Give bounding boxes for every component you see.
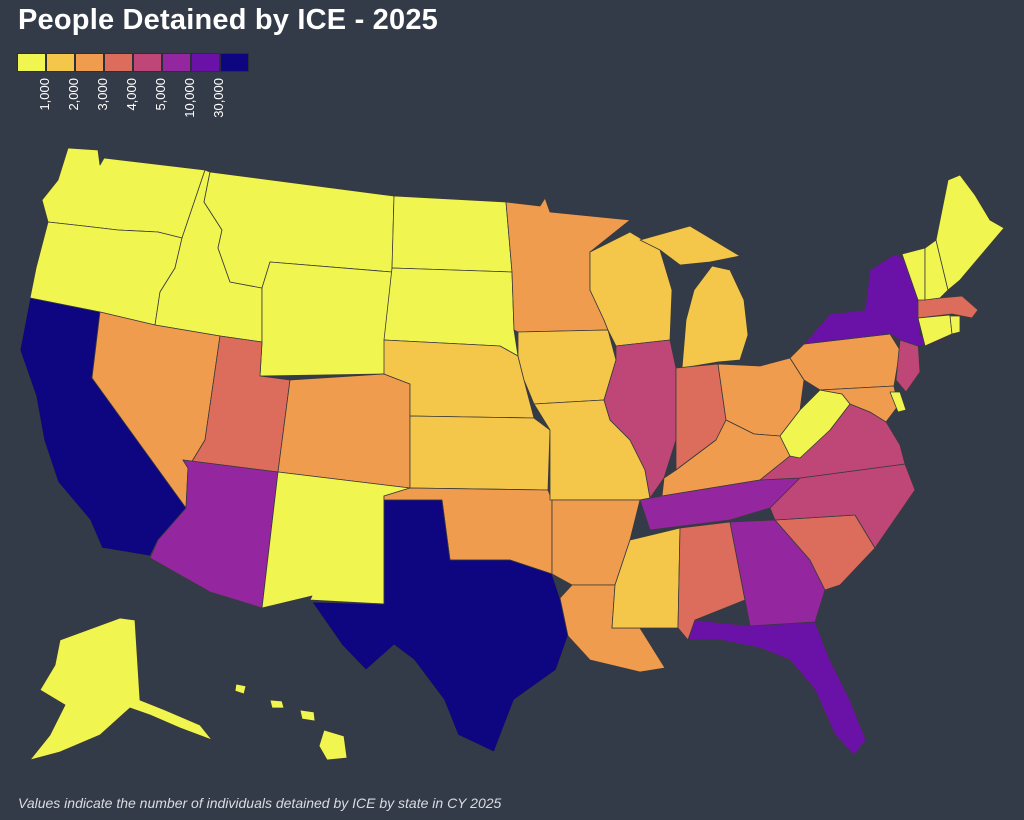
map-title: People Detained by ICE - 2025 xyxy=(18,4,438,36)
legend-swatch xyxy=(104,53,133,72)
legend-color-bar xyxy=(17,53,257,72)
state-michigan[interactable] xyxy=(639,225,749,369)
legend-swatch xyxy=(46,53,75,72)
state-new-hampshire[interactable] xyxy=(924,239,949,301)
legend-swatch xyxy=(17,53,46,72)
legend-swatch xyxy=(220,53,249,72)
state-maryland[interactable] xyxy=(819,385,899,423)
state-north-dakota[interactable] xyxy=(391,195,513,273)
color-legend: 1,000 2,000 3,000 4,000 5,000 10,000 30,… xyxy=(17,53,257,142)
state-new-jersey[interactable] xyxy=(895,339,921,393)
state-hawaii[interactable] xyxy=(234,683,348,761)
legend-swatch xyxy=(191,53,220,72)
map-caption: Values indicate the number of individual… xyxy=(18,795,502,811)
legend-swatch xyxy=(133,53,162,72)
state-iowa[interactable] xyxy=(517,329,617,405)
state-alaska[interactable] xyxy=(29,617,213,761)
state-texas[interactable] xyxy=(311,499,569,753)
state-maine[interactable] xyxy=(935,174,1005,291)
state-massachusetts[interactable] xyxy=(917,295,979,319)
legend-swatch xyxy=(162,53,191,72)
state-rhode-island[interactable] xyxy=(949,315,961,335)
state-illinois[interactable] xyxy=(603,339,677,499)
state-kansas[interactable] xyxy=(409,415,551,491)
state-colorado[interactable] xyxy=(277,373,411,489)
legend-swatch xyxy=(75,53,104,72)
state-wyoming[interactable] xyxy=(259,261,393,377)
state-delaware[interactable] xyxy=(889,391,907,413)
state-florida[interactable] xyxy=(687,619,867,756)
